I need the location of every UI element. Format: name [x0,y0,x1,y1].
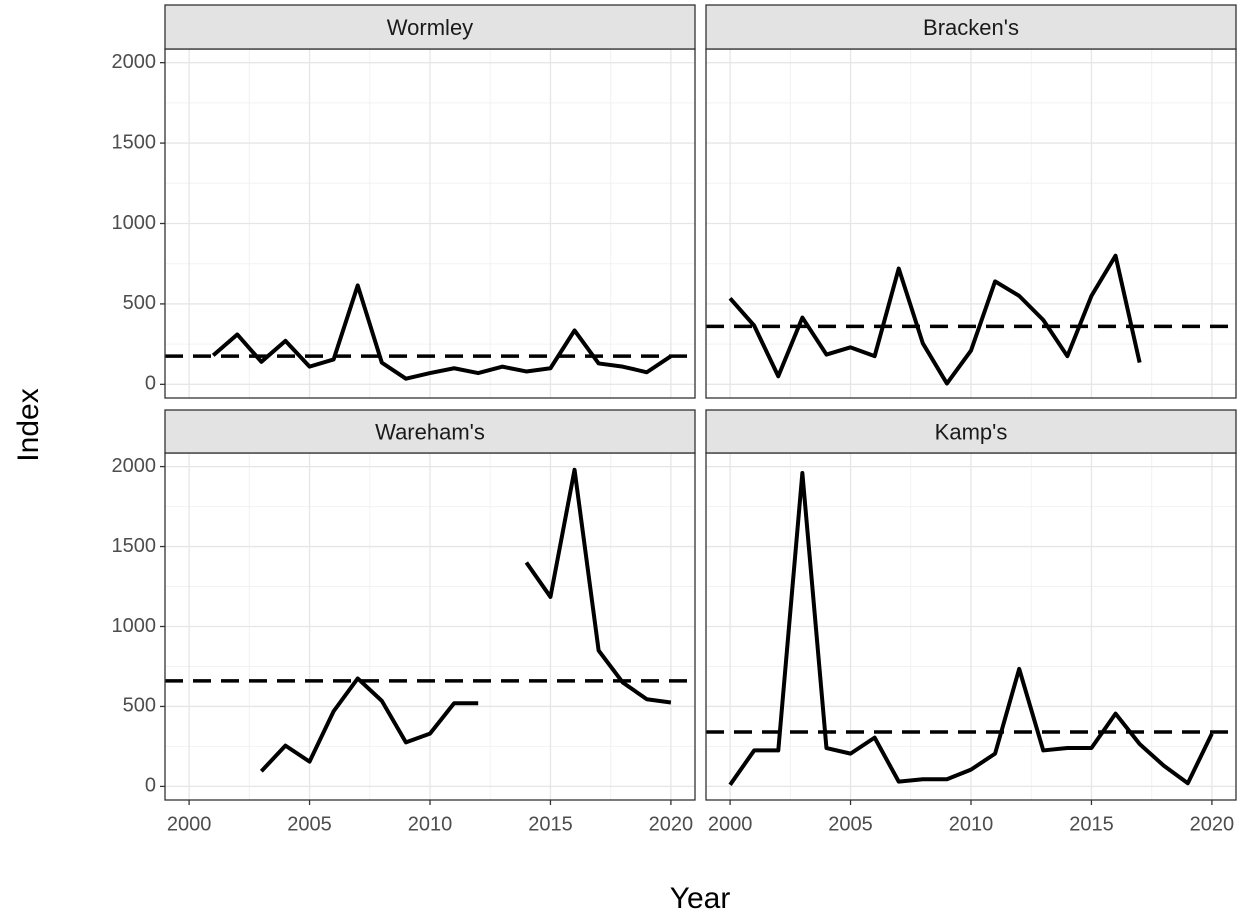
x-tick-label: 2005 [828,813,873,835]
x-tick-label: 2000 [708,813,753,835]
facet-strip [164,409,696,454]
x-axis-title: Year [670,882,731,915]
y-tick-label: 500 [123,292,156,314]
data-line [728,253,1142,386]
facet-title: Kamp's [935,419,1008,444]
y-tick-label: 2000 [112,455,157,477]
y-tick-label: 1000 [112,615,157,637]
facet-strip [705,409,1237,454]
facet-title: Wareham's [375,419,485,444]
data-line [211,283,673,381]
x-tick-label: 2010 [408,813,453,835]
y-tick-label: 1000 [112,212,157,234]
y-axis-title: Index [12,388,45,461]
facet-strip [705,4,1237,50]
x-tick-label: 2020 [649,813,694,835]
y-tick-label: 0 [145,373,156,395]
x-tick-label: 2010 [949,813,994,835]
y-tick-label: 500 [123,695,156,717]
y-tick-label: 2000 [112,51,157,73]
x-tick-label: 2015 [1069,813,1114,835]
facet-title: Bracken's [923,15,1019,40]
facet-strip [164,4,696,50]
data-line [259,467,672,773]
y-tick-label: 0 [145,775,156,797]
x-tick-label: 2005 [287,813,332,835]
x-tick-label: 2020 [1190,813,1235,835]
x-tick-label: 2015 [528,813,573,835]
x-tick-label: 2000 [167,813,212,835]
facet-title: Wormley [387,15,473,40]
y-tick-label: 1500 [112,131,157,153]
data-line [728,470,1214,786]
y-tick-label: 1500 [112,535,157,557]
